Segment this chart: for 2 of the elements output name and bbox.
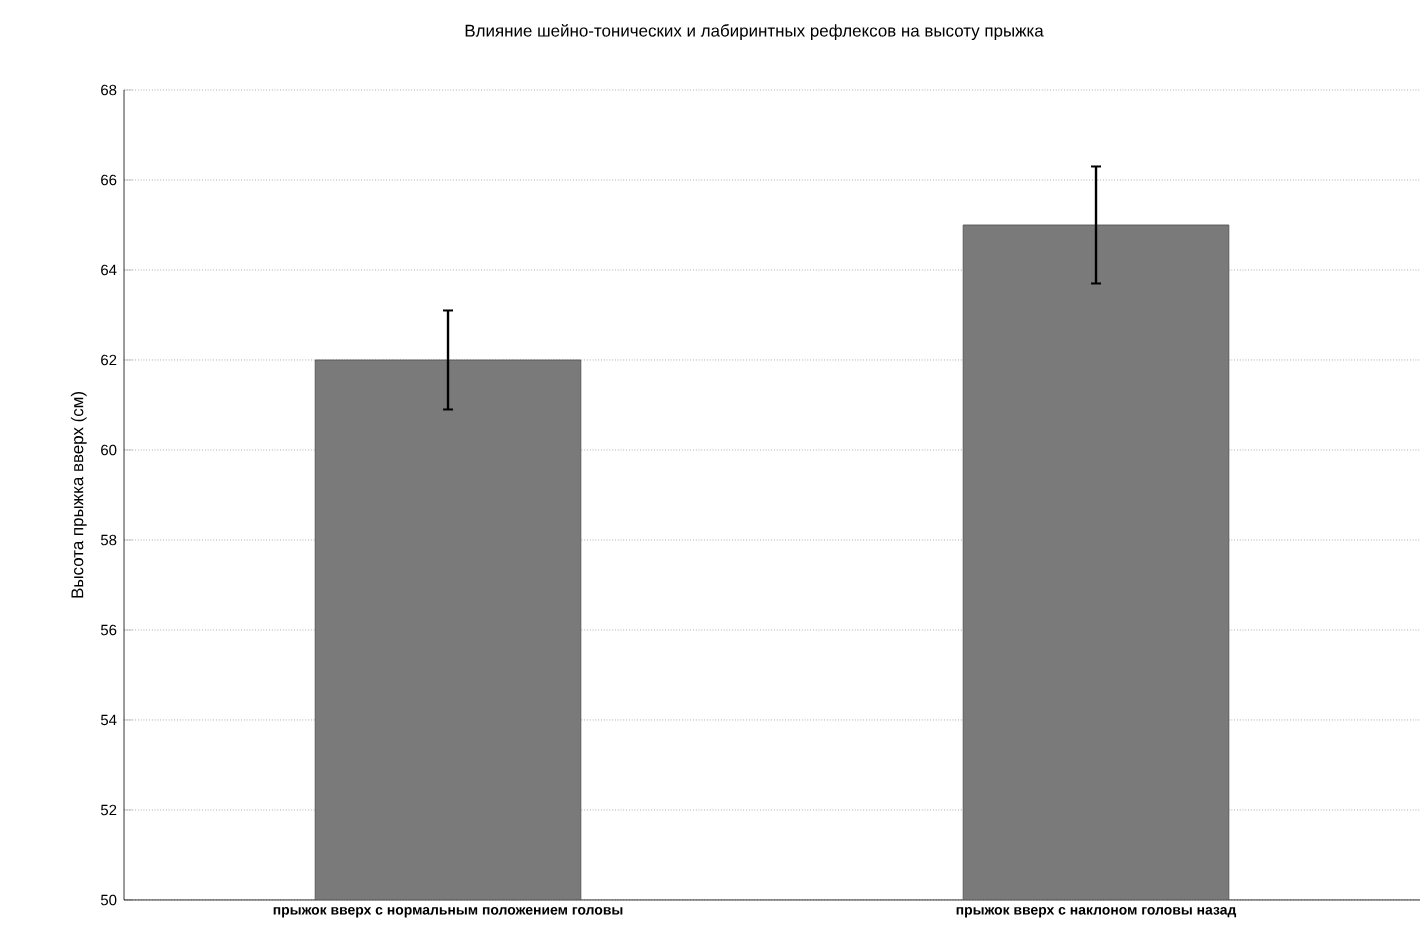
y-axis-title: Высота прыжка вверх (см) [70,392,87,598]
chart-title: Влияние шейно-тонических и лабиринтных рефлексов на высоту прыжка [465,23,1044,41]
